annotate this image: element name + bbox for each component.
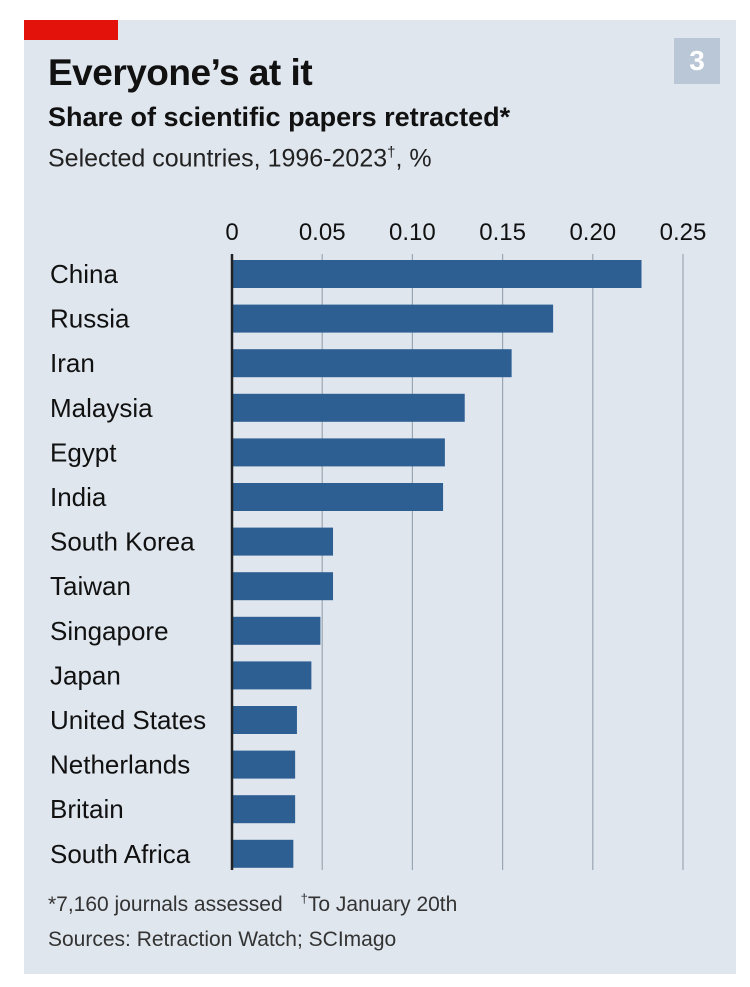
category-label: Iran xyxy=(50,348,95,378)
chart-note: Selected countries, 1996-2023†, % xyxy=(48,144,432,173)
category-label: Britain xyxy=(50,794,124,824)
category-label: United States xyxy=(50,705,206,735)
category-label: Egypt xyxy=(50,437,117,467)
x-tick-label: 0 xyxy=(225,219,238,246)
bar xyxy=(232,438,445,467)
bar xyxy=(232,839,294,868)
footnote: *7,160 journals assessed †To January 20th xyxy=(48,891,457,917)
chart-note-text: Selected countries, 1996-2023 xyxy=(48,144,388,173)
category-label: Netherlands xyxy=(50,750,190,780)
chart-subtitle: Share of scientific papers retracted* xyxy=(48,102,511,132)
footnote-journals: *7,160 journals assessed xyxy=(48,893,283,916)
chart-note-unit: , % xyxy=(395,144,432,173)
brand-red-bar xyxy=(24,20,118,40)
category-label: South Africa xyxy=(50,839,191,869)
bar xyxy=(232,616,321,645)
category-label: South Korea xyxy=(50,527,195,557)
bar xyxy=(232,393,465,422)
bar xyxy=(232,795,296,824)
footnote-date: To January 20th xyxy=(307,893,458,916)
bar xyxy=(232,661,312,690)
bar xyxy=(232,527,334,556)
x-tick-label: 0.20 xyxy=(569,219,616,246)
chart-note-dagger: † xyxy=(387,144,396,161)
bar xyxy=(232,750,296,779)
x-tick-label: 0.10 xyxy=(389,219,436,246)
category-label: China xyxy=(50,259,118,289)
category-label: Singapore xyxy=(50,616,169,646)
category-label: Japan xyxy=(50,660,121,690)
bar xyxy=(232,706,297,734)
category-label: Malaysia xyxy=(50,393,153,423)
bar xyxy=(232,349,512,378)
x-tick-label: 0.05 xyxy=(299,219,346,246)
chart-number-badge: 3 xyxy=(674,38,720,84)
category-label: Russia xyxy=(50,304,130,334)
bar xyxy=(232,572,334,601)
chart-title: Everyone’s at it xyxy=(48,52,313,93)
x-tick-label: 0.15 xyxy=(479,219,526,246)
sources-line: Sources: Retraction Watch; SCImago xyxy=(48,928,397,951)
category-label: Taiwan xyxy=(50,571,131,601)
category-label: India xyxy=(50,482,107,512)
bar xyxy=(232,483,444,511)
footnote-dagger: † xyxy=(300,891,308,906)
bar xyxy=(232,260,642,288)
x-tick-label: 0.25 xyxy=(660,219,707,246)
bar xyxy=(232,304,554,333)
